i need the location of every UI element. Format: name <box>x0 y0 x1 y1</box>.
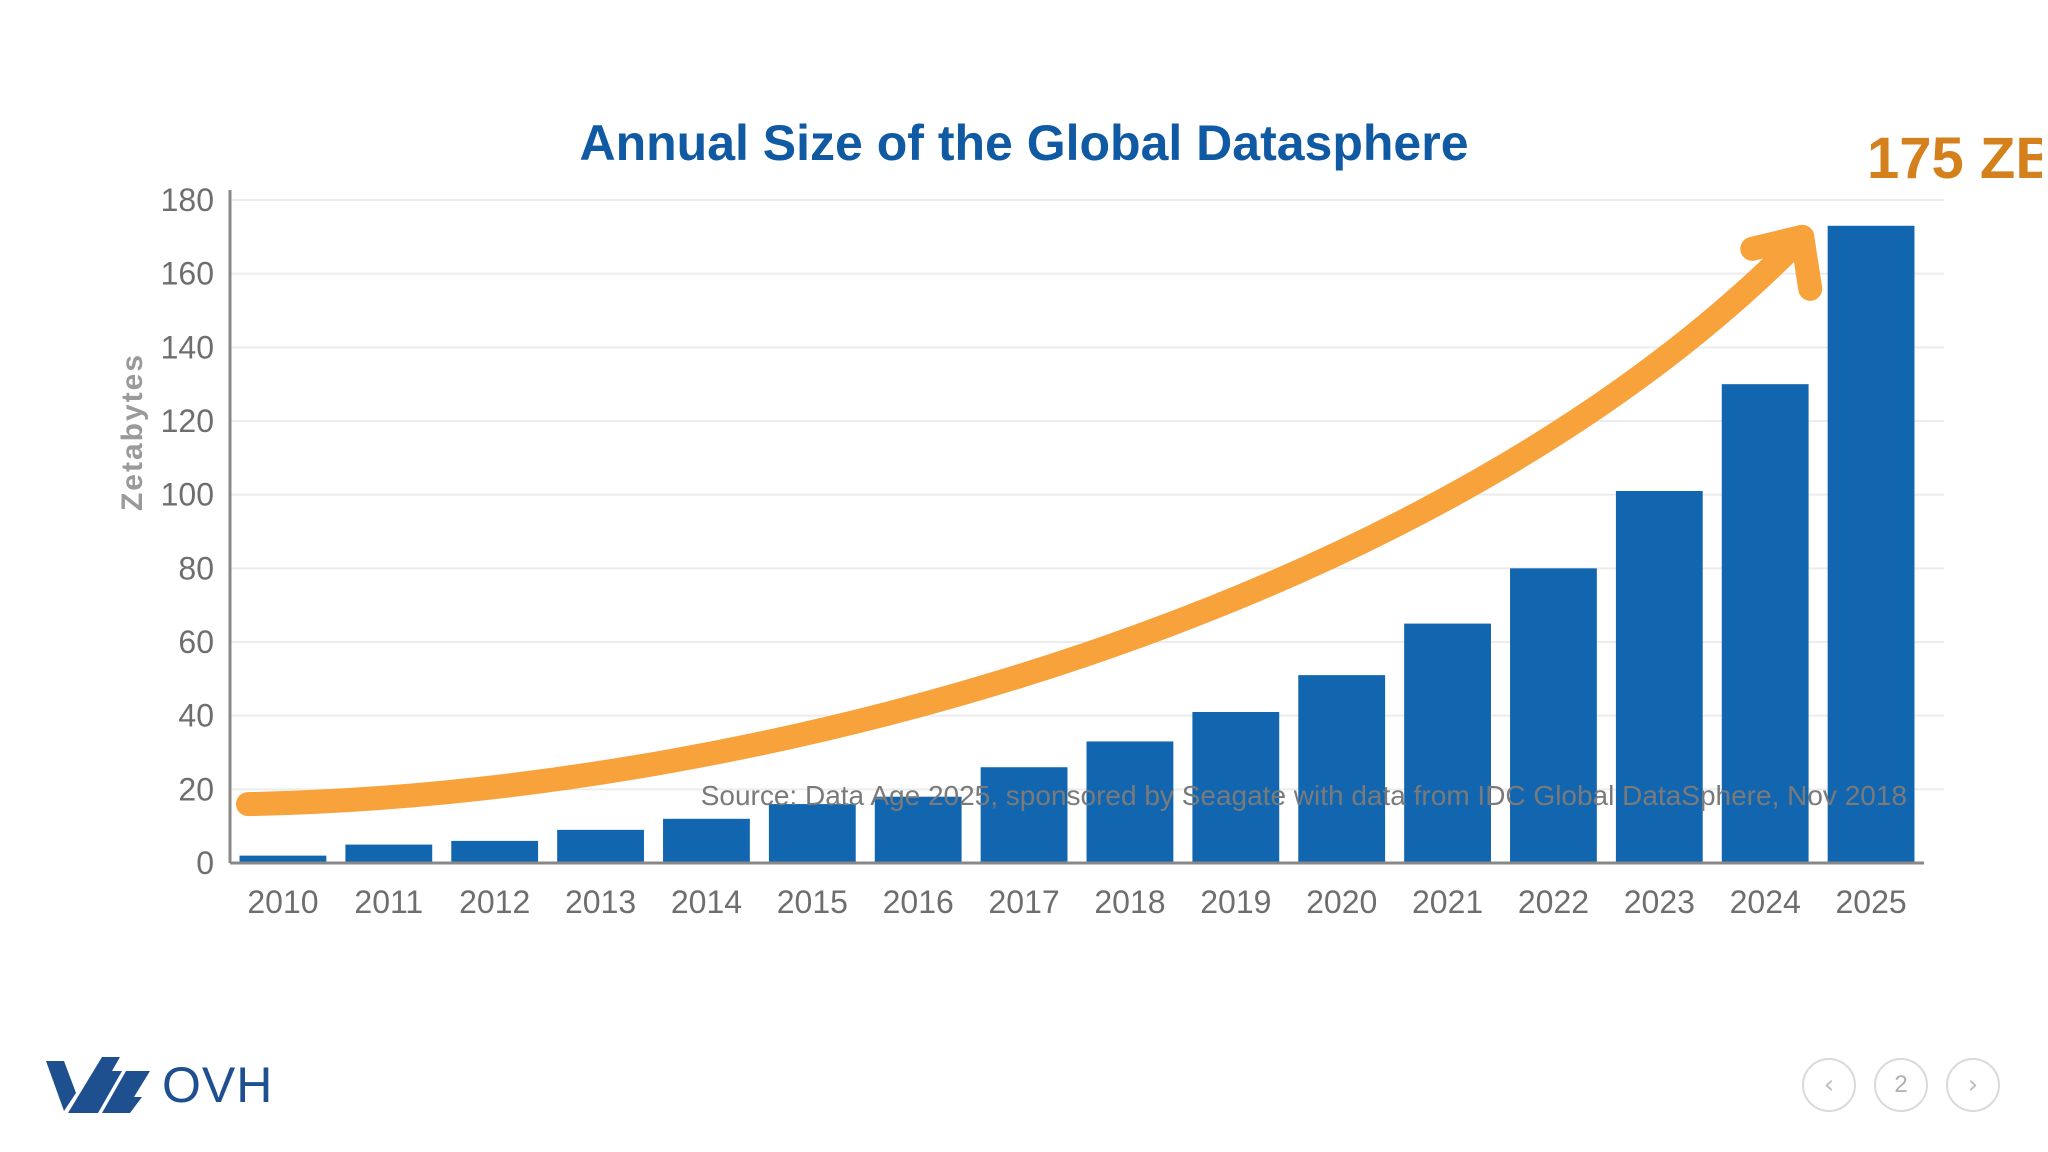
y-tick-label: 160 <box>161 256 214 292</box>
source-note: Source: Data Age 2025, sponsored by Seag… <box>701 780 1907 811</box>
growth-trend-arrow <box>236 224 1815 817</box>
x-tick-label: 2013 <box>565 884 636 920</box>
x-tick-label: 2025 <box>1835 884 1906 920</box>
logo-wordmark: OVH <box>162 1057 274 1113</box>
bar-2012 <box>451 840 539 863</box>
y-tick-label: 100 <box>161 477 214 513</box>
chart-panel: Annual Size of the Global Datasphere 0 20… <box>112 60 2042 1020</box>
y-tick-label: 60 <box>178 624 214 660</box>
x-tick-label: 2022 <box>1518 884 1589 920</box>
bar-2023 <box>1615 490 1703 863</box>
bar-2014 <box>663 818 750 863</box>
bar-2013 <box>557 829 644 863</box>
chevron-right-icon: › <box>1967 1070 1979 1100</box>
trend-arrowhead <box>1740 224 1823 301</box>
bar-2017 <box>980 767 1068 863</box>
x-tick-label: 2018 <box>1094 884 1165 920</box>
y-tick-label: 20 <box>178 771 214 807</box>
x-tick-label: 2011 <box>354 884 423 920</box>
x-tick-label: 2019 <box>1200 884 1271 920</box>
y-tick-label: 180 <box>161 182 214 218</box>
bar-2019 <box>1192 711 1280 863</box>
chevron-left-icon: ‹ <box>1823 1070 1835 1100</box>
x-tick-label: 2014 <box>671 884 742 920</box>
x-tick-label: 2012 <box>459 884 530 920</box>
next-slide-button[interactable]: › <box>1946 1058 2000 1112</box>
bar-2021 <box>1404 623 1491 863</box>
x-tick-label: 2020 <box>1306 884 1377 920</box>
y-axis-label: Zetabytes <box>116 353 149 511</box>
slide-pager: ‹ 2 › <box>1802 1058 2000 1112</box>
bar-2025 <box>1827 225 1915 864</box>
x-tick-label: 2021 <box>1412 884 1483 920</box>
x-tick-label: 2023 <box>1624 884 1695 920</box>
y-tick-label: 140 <box>161 329 214 365</box>
bar-2016 <box>874 796 962 863</box>
x-tick-label: 2010 <box>247 884 318 920</box>
bar-2010 <box>239 855 327 863</box>
page-number-label: 2 <box>1894 1071 1908 1098</box>
x-tick-label: 2024 <box>1730 884 1801 920</box>
bar-chart: Annual Size of the Global Datasphere 0 20… <box>116 115 2042 920</box>
x-tick-label: 2016 <box>883 884 954 920</box>
bar-2015 <box>768 804 856 863</box>
bar-2022 <box>1510 568 1597 863</box>
previous-slide-button[interactable]: ‹ <box>1802 1058 1856 1112</box>
chart-title: Annual Size of the Global Datasphere <box>579 115 1468 171</box>
y-tick-label: 80 <box>178 550 214 586</box>
ovh-logo-mark <box>46 1057 150 1113</box>
x-tick-label: 2017 <box>988 884 1059 920</box>
bar-2018 <box>1086 741 1174 863</box>
y-tick-label: 40 <box>178 698 214 734</box>
ovh-logo: OVH <box>46 1052 273 1118</box>
bar-2020 <box>1298 675 1386 863</box>
y-tick-label: 120 <box>161 403 214 439</box>
y-tick-label: 0 <box>196 845 214 881</box>
callout-175zb: 175 ZB <box>1867 126 2042 191</box>
x-tick-label: 2015 <box>777 884 848 920</box>
page-number[interactable]: 2 <box>1874 1058 1928 1112</box>
bar-2024 <box>1721 384 1809 863</box>
bar-2011 <box>345 844 433 863</box>
